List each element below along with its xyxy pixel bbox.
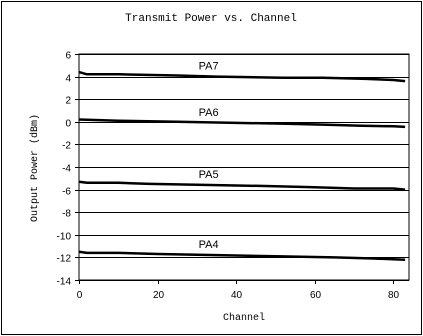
- series-labels: PA7 PA6 PA5 PA4: [199, 61, 219, 252]
- series-label-pa4: PA4: [199, 239, 219, 251]
- x-tick-label: 80: [388, 290, 400, 301]
- y-tick-label: 6: [65, 51, 71, 62]
- chart-title: Transmit Power vs. Channel: [125, 13, 297, 25]
- series-label-pa5: PA5: [199, 169, 219, 181]
- y-tick-label: 2: [65, 96, 71, 107]
- y-tick-label: -6: [62, 187, 71, 198]
- y-tick-label: -8: [62, 209, 71, 220]
- series-label-pa7: PA7: [199, 61, 219, 73]
- y-tick-label: -4: [62, 164, 71, 175]
- y-tick-label: -14: [57, 277, 72, 288]
- y-tick-label: -12: [57, 254, 72, 265]
- series-line-pa5: [78, 180, 406, 191]
- series-line-pa7: [78, 70, 406, 83]
- y-axis-label: Output Power (dBm): [29, 114, 41, 222]
- series-line-pa6: [78, 118, 406, 129]
- y-tick-label: 0: [65, 119, 71, 130]
- series-line-pa4: [78, 250, 406, 261]
- y-tick-label: -10: [57, 232, 72, 243]
- x-tick-label: 60: [310, 290, 322, 301]
- y-tick-label: -2: [62, 141, 71, 152]
- y-tick-label: 4: [65, 74, 71, 85]
- series-lines: [78, 70, 406, 261]
- x-tick-label: 0: [77, 290, 83, 301]
- gridlines: [79, 54, 409, 281]
- series-label-pa6: PA6: [199, 107, 219, 119]
- x-tick-label: 40: [231, 290, 243, 301]
- x-tick-label: 20: [153, 290, 165, 301]
- x-axis-label: Channel: [223, 312, 265, 324]
